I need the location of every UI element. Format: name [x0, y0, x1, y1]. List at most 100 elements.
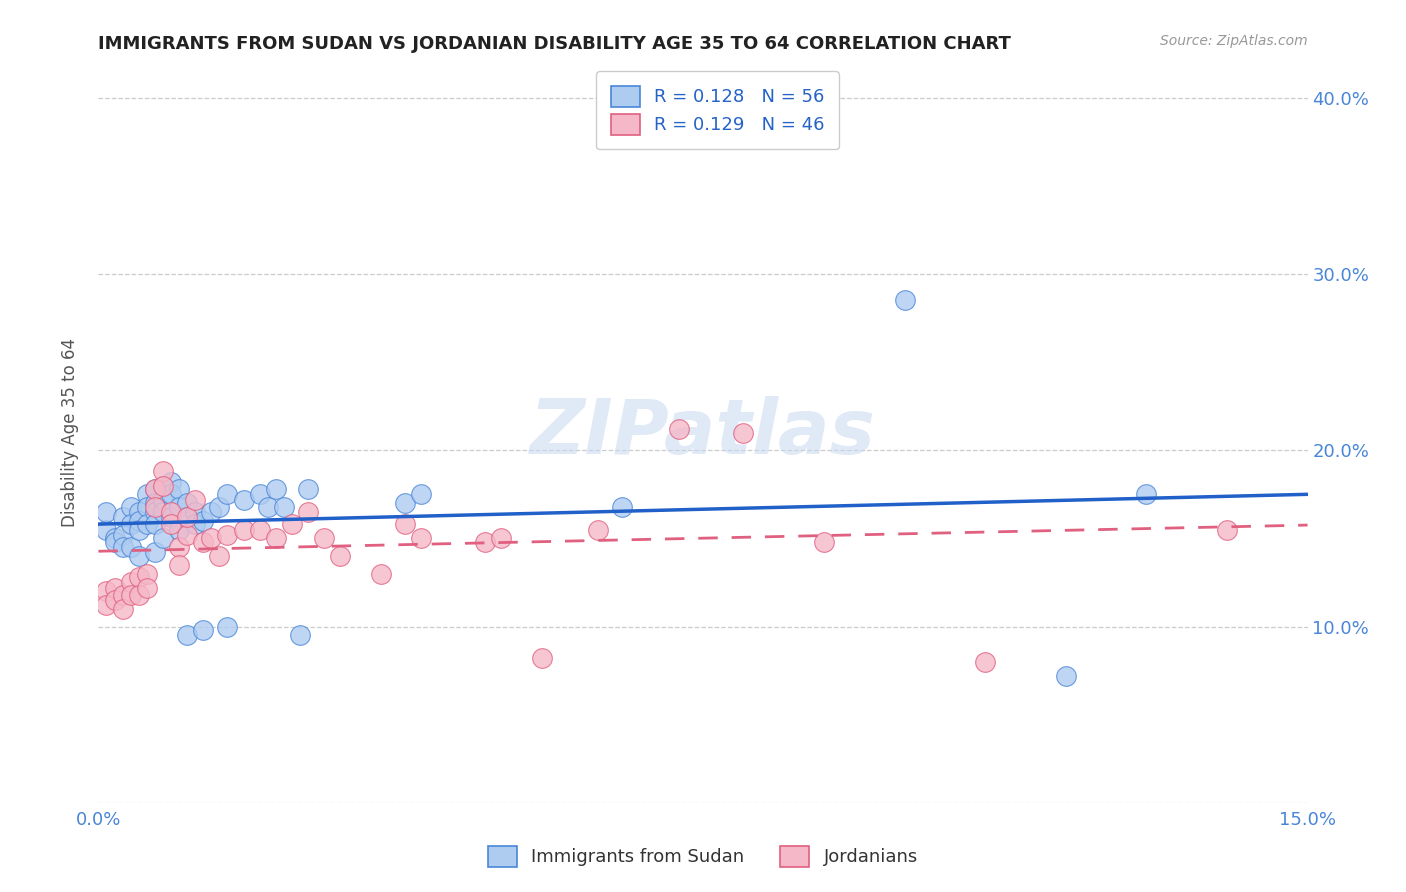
Point	[217, 619, 239, 633]
Legend: R = 0.128   N = 56, R = 0.129   N = 46: R = 0.128 N = 56, R = 0.129 N = 46	[596, 71, 839, 149]
Point	[530, 651, 553, 665]
Point	[232, 492, 254, 507]
Point	[135, 566, 157, 581]
Point	[128, 523, 150, 537]
Point	[167, 482, 190, 496]
Point	[103, 593, 125, 607]
Point	[974, 655, 997, 669]
Point	[135, 581, 157, 595]
Point	[143, 482, 166, 496]
Point	[297, 505, 319, 519]
Point	[176, 510, 198, 524]
Point	[208, 549, 231, 563]
Point	[120, 540, 142, 554]
Text: ZIPatlas: ZIPatlas	[530, 396, 876, 469]
Point	[297, 482, 319, 496]
Point	[893, 293, 915, 308]
Point	[96, 584, 118, 599]
Point	[111, 588, 134, 602]
Point	[111, 602, 134, 616]
Point	[111, 510, 134, 524]
Y-axis label: Disability Age 35 to 64: Disability Age 35 to 64	[60, 338, 79, 527]
Point	[474, 535, 496, 549]
Point	[409, 487, 432, 501]
Point	[160, 510, 183, 524]
Point	[167, 540, 190, 554]
Point	[249, 487, 271, 501]
Point	[143, 545, 166, 559]
Point	[394, 496, 416, 510]
Point	[273, 500, 295, 514]
Point	[176, 496, 198, 510]
Point	[143, 517, 166, 532]
Point	[200, 505, 222, 519]
Point	[167, 500, 190, 514]
Point	[176, 628, 198, 642]
Point	[409, 532, 432, 546]
Point	[167, 523, 190, 537]
Point	[152, 478, 174, 492]
Point	[733, 425, 755, 440]
Point	[281, 517, 304, 532]
Point	[96, 523, 118, 537]
Legend: Immigrants from Sudan, Jordanians: Immigrants from Sudan, Jordanians	[481, 838, 925, 874]
Point	[329, 549, 352, 563]
Point	[184, 492, 207, 507]
Point	[184, 517, 207, 532]
Point	[152, 464, 174, 478]
Point	[217, 487, 239, 501]
Point	[1216, 523, 1239, 537]
Point	[193, 514, 215, 528]
Point	[143, 496, 166, 510]
Point	[152, 532, 174, 546]
Point	[193, 623, 215, 637]
Point	[394, 517, 416, 532]
Point	[249, 523, 271, 537]
Text: IMMIGRANTS FROM SUDAN VS JORDANIAN DISABILITY AGE 35 TO 64 CORRELATION CHART: IMMIGRANTS FROM SUDAN VS JORDANIAN DISAB…	[98, 35, 1011, 53]
Point	[256, 500, 278, 514]
Point	[128, 549, 150, 563]
Point	[370, 566, 392, 581]
Point	[813, 535, 835, 549]
Point	[143, 505, 166, 519]
Point	[176, 510, 198, 524]
Text: Source: ZipAtlas.com: Source: ZipAtlas.com	[1160, 34, 1308, 47]
Point	[96, 599, 118, 613]
Point	[143, 482, 166, 496]
Point	[288, 628, 311, 642]
Point	[128, 570, 150, 584]
Point	[264, 482, 287, 496]
Point	[152, 505, 174, 519]
Point	[128, 514, 150, 528]
Point	[152, 478, 174, 492]
Point	[208, 500, 231, 514]
Point	[314, 532, 336, 546]
Point	[184, 505, 207, 519]
Point	[143, 500, 166, 514]
Point	[111, 540, 134, 554]
Point	[160, 487, 183, 501]
Point	[167, 558, 190, 572]
Point	[103, 532, 125, 546]
Point	[176, 528, 198, 542]
Point	[264, 532, 287, 546]
Point	[111, 528, 134, 542]
Point	[96, 505, 118, 519]
Point	[200, 532, 222, 546]
Point	[103, 535, 125, 549]
Point	[120, 517, 142, 532]
Point	[128, 588, 150, 602]
Point	[491, 532, 513, 546]
Point	[103, 581, 125, 595]
Point	[612, 500, 634, 514]
Point	[1135, 487, 1157, 501]
Point	[160, 517, 183, 532]
Point	[160, 475, 183, 489]
Point	[152, 492, 174, 507]
Point	[668, 422, 690, 436]
Point	[232, 523, 254, 537]
Point	[120, 588, 142, 602]
Point	[1054, 669, 1077, 683]
Point	[217, 528, 239, 542]
Point	[128, 505, 150, 519]
